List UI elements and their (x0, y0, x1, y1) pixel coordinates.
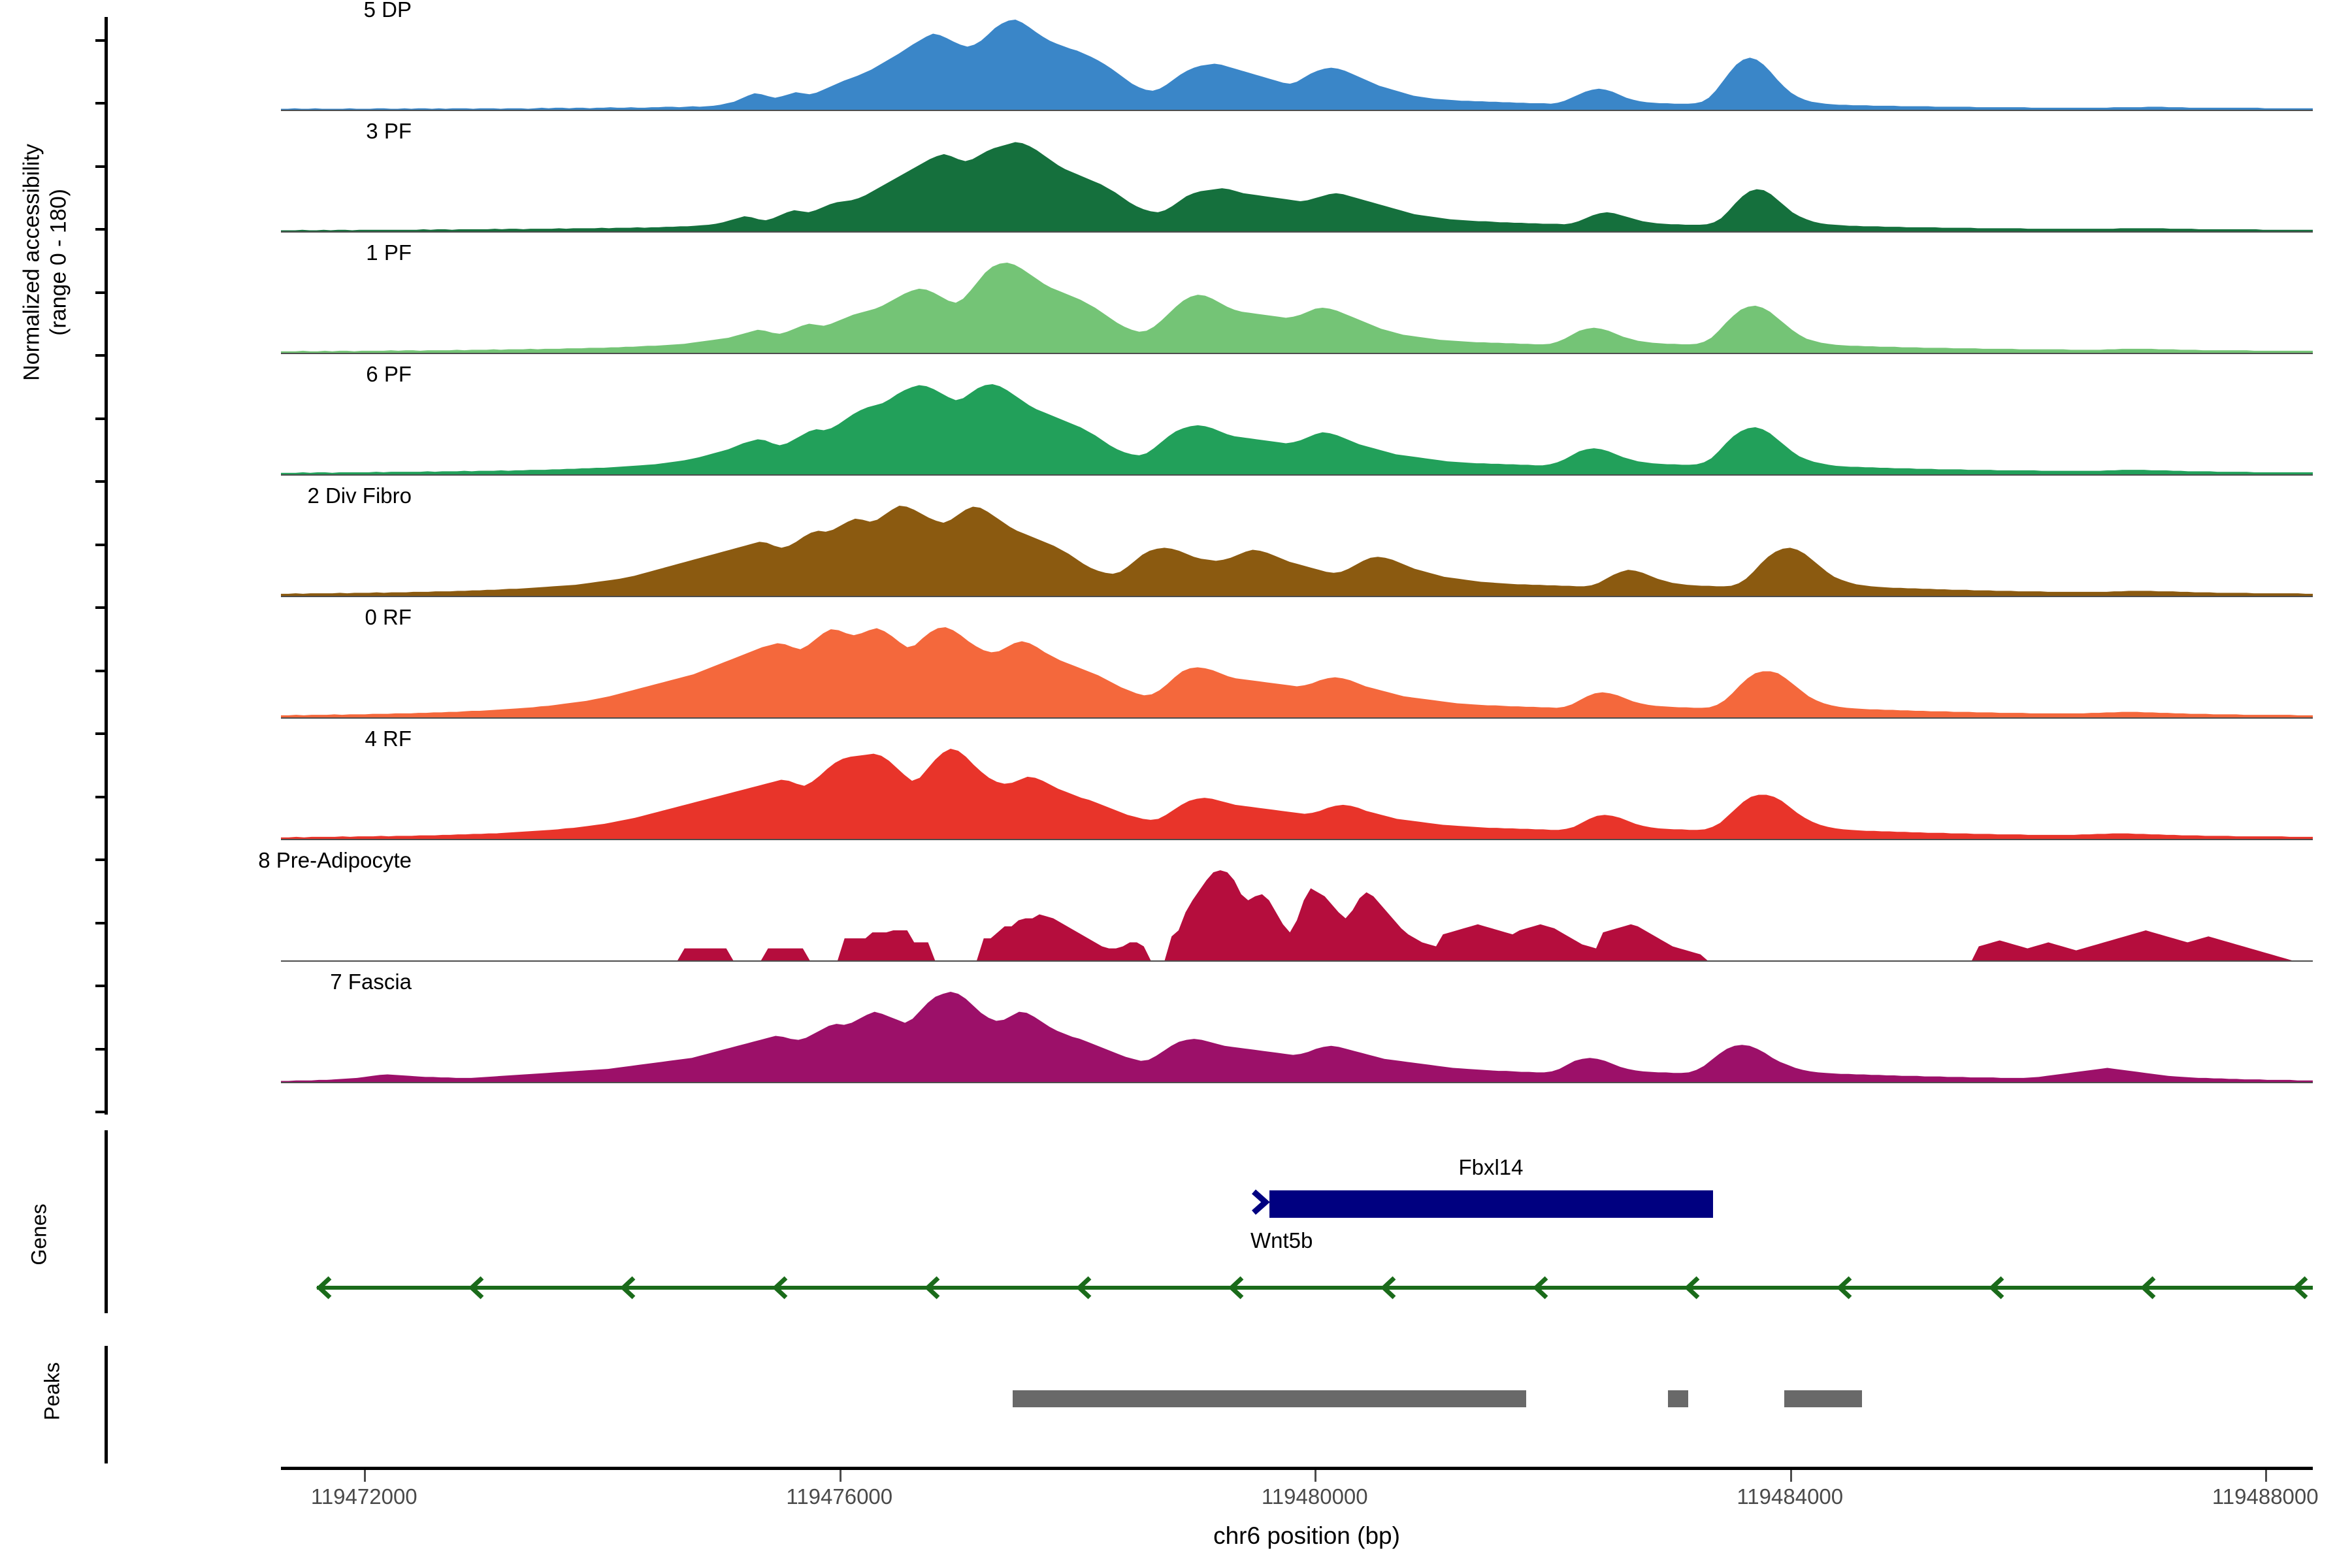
peak-region (1784, 1390, 1862, 1407)
gene-body-wnt5b (317, 1286, 2313, 1290)
y-axis-tick (95, 985, 108, 988)
track-label-3-pf: 3 PF (366, 119, 412, 143)
gene-strand-arrow-icon (1228, 1275, 1247, 1304)
y-axis-tick (95, 417, 108, 420)
track-label-6-pf: 6 PF (366, 362, 412, 386)
peaks-axis-spine (105, 1346, 108, 1463)
track-signal-area (281, 263, 2313, 353)
track-signal-area (281, 506, 2313, 596)
track-baseline (281, 839, 2313, 840)
peak-region (1667, 1390, 1688, 1407)
track-label-8-pre-adipocyte: 8 Pre-Adipocyte (258, 848, 412, 872)
signal-track: 6 PF (281, 362, 2313, 476)
y-axis-tick (95, 1047, 108, 1051)
gene-strand-arrow-icon (2140, 1275, 2159, 1304)
y-axis-tick (95, 543, 108, 546)
track-signal-area (281, 384, 2313, 474)
signal-track: 4 RF (281, 727, 2313, 840)
signal-track: 5 DP (281, 0, 2313, 111)
gene-strand-arrow-icon (772, 1275, 791, 1304)
track-label-1-pf: 1 PF (366, 240, 412, 265)
gene-strand-arrow-icon (619, 1275, 639, 1304)
gene-strand-arrow-icon (1836, 1275, 1855, 1304)
track-baseline (281, 717, 2313, 719)
gene-strand-arrow-icon (924, 1275, 943, 1304)
y-axis-tick (95, 480, 108, 483)
gene-label-wnt5b: Wnt5b (1250, 1228, 1313, 1252)
signal-track: 2 Div Fibro (281, 483, 2313, 597)
gene-strand-arrow-icon (1988, 1275, 2008, 1304)
y-axis-tick (95, 102, 108, 105)
y-axis-tick (95, 606, 108, 610)
y-axis-tick (95, 858, 108, 862)
signal-track: 8 Pre-Adipocyte (258, 848, 2313, 962)
gene-strand-arrow-icon (1250, 1188, 1272, 1220)
x-axis-tick (364, 1470, 367, 1482)
x-axis-tick-label: 119476000 (786, 1484, 893, 1509)
track-label-5-dp: 5 DP (363, 0, 412, 22)
track-label-7-fascia: 7 Fascia (330, 970, 412, 994)
signal-track: 1 PF (281, 240, 2313, 354)
track-signal-area (281, 141, 2313, 231)
track-baseline (281, 353, 2313, 354)
x-axis-tick (1789, 1470, 1792, 1482)
gene-strand-arrow-icon (1075, 1275, 1095, 1304)
x-axis-spine (281, 1467, 2313, 1470)
track-baseline (281, 596, 2313, 597)
gene-strand-arrow-icon (1684, 1275, 1703, 1304)
track-signal-area (281, 992, 2313, 1082)
track-baseline (281, 110, 2313, 111)
y-axis-title-line2: (range 0 - 180) (46, 189, 71, 336)
track-baseline (281, 231, 2313, 233)
peaks-panel-title: Peaks (40, 1362, 64, 1420)
gene-label-fbxl14: Fbxl14 (1458, 1155, 1524, 1179)
x-axis-tick-label: 119472000 (310, 1484, 417, 1509)
y-axis-title-line1: Normalized accessibility (19, 144, 44, 381)
gene-strand-arrow-icon (1532, 1275, 1552, 1304)
y-axis-title: Normalized accessibility (range 0 - 180) (19, 33, 73, 491)
y-axis-tick (95, 39, 108, 42)
genes-axis-spine (105, 1130, 108, 1313)
x-axis-tick-label: 119488000 (2212, 1484, 2319, 1509)
track-label-2-div-fibro: 2 Div Fibro (307, 483, 412, 508)
track-label-0-rf: 0 RF (365, 605, 412, 629)
signal-track: 3 PF (281, 119, 2313, 233)
signal-axis-spine (105, 17, 108, 1115)
track-baseline (281, 474, 2313, 476)
track-signal-area (281, 627, 2313, 717)
x-axis-title: chr6 position (bp) (1213, 1522, 1400, 1549)
gene-strand-arrow-icon (2292, 1275, 2311, 1304)
gene-body-fbxl14 (1269, 1190, 1713, 1218)
gene-strand-arrow-icon (1380, 1275, 1399, 1304)
y-axis-tick (95, 228, 108, 231)
x-axis-tick-label: 119480000 (1261, 1484, 1368, 1509)
track-baseline (281, 960, 2313, 962)
y-axis-tick (95, 732, 108, 736)
track-baseline (281, 1082, 2313, 1083)
y-axis-tick (95, 795, 108, 798)
signal-track: 7 Fascia (281, 970, 2313, 1083)
signal-track: 0 RF (281, 605, 2313, 719)
track-signal-area (281, 20, 2313, 110)
y-axis-tick (95, 165, 108, 168)
y-axis-tick (95, 1111, 108, 1113)
y-axis-tick (95, 354, 108, 357)
x-axis-tick-label: 119484000 (1737, 1484, 1844, 1509)
track-label-4-rf: 4 RF (365, 727, 412, 751)
gene-strand-arrow-icon (468, 1275, 487, 1304)
x-axis-tick (2265, 1470, 2268, 1482)
peak-region (1012, 1390, 1527, 1407)
y-axis-tick (95, 291, 108, 294)
x-axis-tick (839, 1470, 841, 1482)
track-signal-area (281, 749, 2313, 839)
track-signal-area (281, 870, 2313, 960)
y-axis-tick (95, 921, 108, 924)
y-axis-tick (95, 669, 108, 672)
gene-strand-arrow-icon (316, 1275, 335, 1304)
x-axis-tick (1315, 1470, 1317, 1482)
